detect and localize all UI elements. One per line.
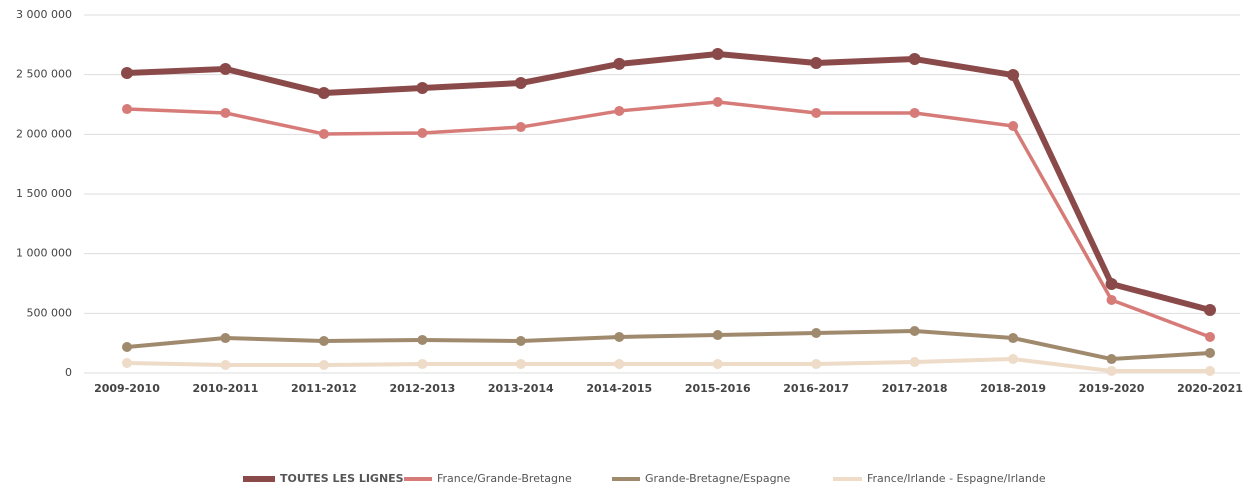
- legend-label: France/Grande-Bretagne: [437, 472, 572, 485]
- data-point: [711, 48, 724, 61]
- data-point: [1008, 120, 1019, 131]
- data-point: [1205, 347, 1215, 358]
- data-point: [417, 359, 428, 370]
- data-point: [1008, 354, 1019, 365]
- data-point: [1205, 331, 1215, 342]
- data-point: [1106, 294, 1117, 305]
- data-point: [515, 359, 526, 370]
- data-point: [1105, 277, 1118, 290]
- x-tick-label: 2014-2015: [586, 382, 652, 395]
- data-point: [712, 96, 723, 107]
- data-point: [122, 104, 132, 115]
- data-point: [811, 359, 822, 370]
- data-point: [909, 107, 920, 118]
- x-tick-label: 2019-2020: [1079, 382, 1145, 395]
- data-point: [909, 357, 920, 368]
- data-point: [317, 87, 330, 100]
- data-point: [613, 57, 626, 70]
- y-tick-label: 1 000 000: [16, 247, 72, 260]
- data-point: [1007, 69, 1020, 82]
- data-point: [122, 341, 132, 352]
- data-point: [712, 330, 723, 341]
- x-tick-label: 2011-2012: [291, 382, 357, 395]
- data-point: [909, 325, 920, 336]
- legend-label: TOUTES LES LIGNES: [280, 472, 404, 485]
- x-tick-label: 2010-2011: [193, 382, 259, 395]
- legend-label: France/Irlande - Espagne/Irlande: [867, 472, 1046, 485]
- data-point: [220, 333, 231, 344]
- data-point: [514, 77, 527, 90]
- data-point: [811, 328, 822, 339]
- y-tick-label: 3 000 000: [16, 8, 72, 21]
- data-point: [1008, 333, 1019, 344]
- data-point: [515, 336, 526, 347]
- data-point: [614, 331, 625, 342]
- x-tick-label: 2020-2021: [1177, 382, 1243, 395]
- x-tick-label: 2017-2018: [882, 382, 948, 395]
- x-tick-label: 2013-2014: [488, 382, 554, 395]
- data-point: [1205, 365, 1215, 376]
- data-point: [614, 105, 625, 116]
- y-tick-label: 0: [65, 366, 72, 379]
- data-point: [810, 56, 823, 69]
- x-tick-label: 2016-2017: [783, 382, 849, 395]
- data-point: [219, 62, 232, 75]
- y-tick-label: 1 500 000: [16, 187, 72, 200]
- data-point: [220, 107, 231, 118]
- data-point: [1204, 303, 1216, 316]
- data-point: [1106, 365, 1117, 376]
- series-line: [126, 51, 1211, 313]
- data-point: [712, 359, 723, 370]
- series-line: [126, 328, 1211, 362]
- data-point: [1106, 354, 1117, 365]
- data-point: [417, 334, 428, 345]
- y-tick-label: 2 000 000: [16, 127, 72, 140]
- y-tick-label: 500 000: [27, 306, 73, 319]
- data-point: [417, 128, 428, 139]
- legend-label: Grande-Bretagne/Espagne: [645, 472, 791, 485]
- x-tick-label: 2015-2016: [685, 382, 751, 395]
- data-point: [614, 359, 625, 370]
- data-point: [416, 82, 429, 95]
- data-point: [908, 53, 921, 66]
- y-tick-label: 2 500 000: [16, 68, 72, 81]
- data-point: [122, 357, 132, 368]
- series-line: [126, 100, 1211, 339]
- data-point: [121, 66, 133, 79]
- x-tick-label: 2009-2010: [94, 382, 160, 395]
- data-point: [318, 360, 329, 371]
- data-point: [318, 336, 329, 347]
- series-line: [126, 357, 1210, 373]
- x-tick-label: 2018-2019: [980, 382, 1046, 395]
- data-point: [515, 122, 526, 133]
- data-point: [318, 128, 329, 139]
- data-point: [220, 360, 231, 371]
- data-point: [811, 107, 822, 118]
- x-tick-label: 2012-2013: [389, 382, 455, 395]
